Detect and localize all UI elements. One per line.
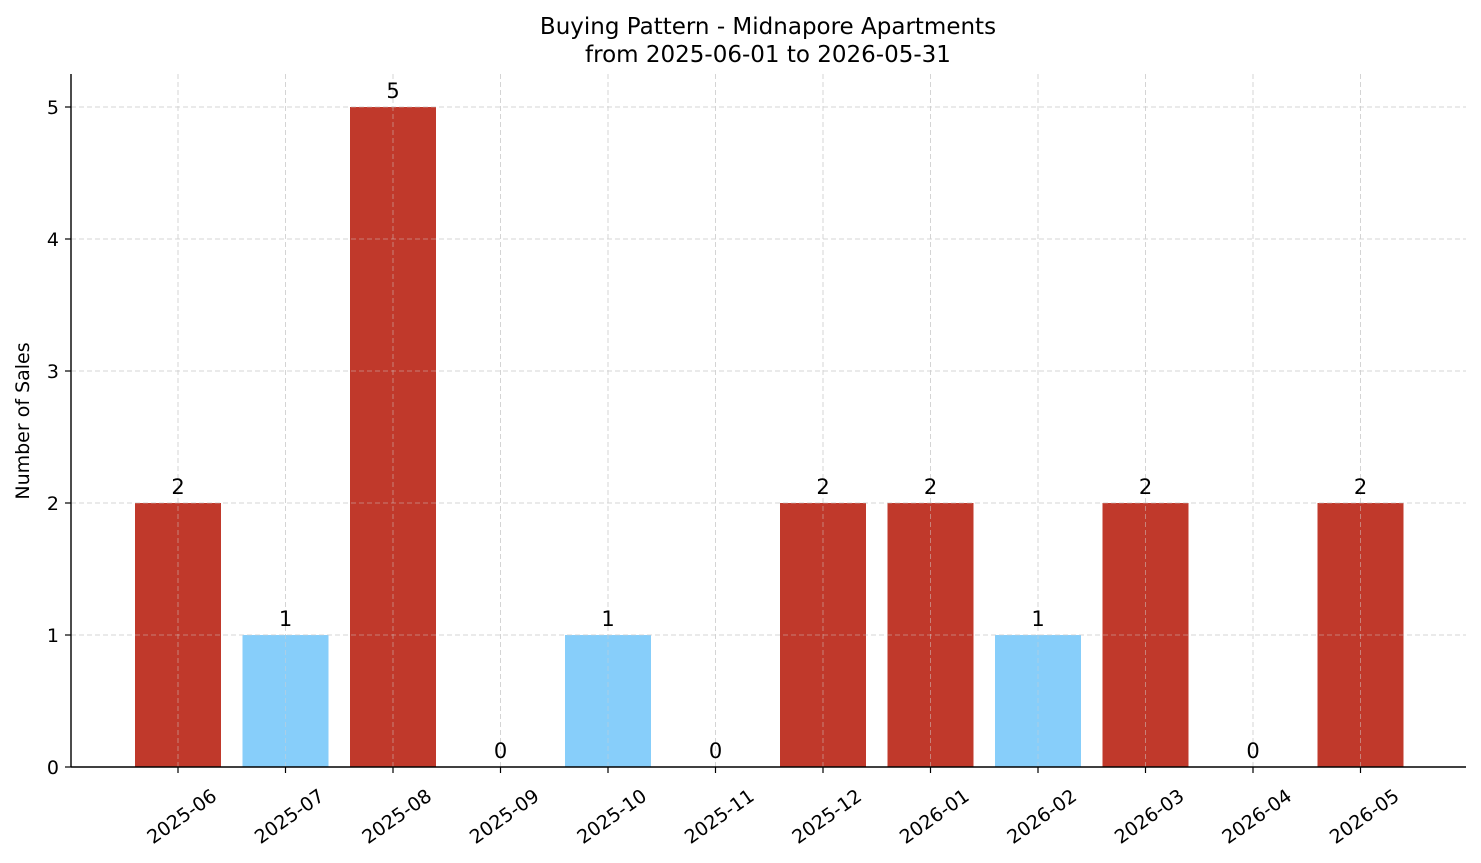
data-label-2026-03: 2 — [1139, 475, 1152, 499]
data-label-2025-12: 2 — [816, 475, 829, 499]
data-label-2025-08: 5 — [386, 79, 399, 103]
x-tick-label-2025-09: 2025-09 — [466, 785, 544, 849]
y-tick-label: 3 — [47, 361, 59, 383]
x-tick-label-2026-04: 2026-04 — [1218, 785, 1296, 849]
y-tick-label: 2 — [47, 493, 59, 515]
y-tick-label: 0 — [47, 757, 59, 779]
x-tick-label-2025-12: 2025-12 — [788, 785, 866, 849]
data-label-2026-05: 2 — [1354, 475, 1367, 499]
data-label-2026-01: 2 — [924, 475, 937, 499]
x-tick-label-2025-06: 2025-06 — [143, 785, 221, 849]
x-tick-label-2025-07: 2025-07 — [251, 785, 329, 849]
x-tick-label-2025-11: 2025-11 — [681, 785, 759, 849]
y-tick-label: 4 — [47, 229, 59, 251]
data-label-2026-04: 0 — [1246, 739, 1259, 763]
data-label-2025-10: 1 — [601, 607, 614, 631]
y-tick-label: 1 — [47, 625, 59, 647]
x-tick-label-2026-05: 2026-05 — [1326, 785, 1404, 849]
y-tick-label: 5 — [47, 97, 59, 119]
data-label-2026-02: 1 — [1031, 607, 1044, 631]
x-tick-label-2025-08: 2025-08 — [358, 785, 436, 849]
data-label-2025-07: 1 — [279, 607, 292, 631]
chart-title-line-2: from 2025-06-01 to 2026-05-31 — [585, 42, 951, 68]
data-label-2025-11: 0 — [709, 739, 722, 763]
y-axis-title: Number of Sales — [12, 342, 34, 499]
x-tick-label-2026-01: 2026-01 — [896, 785, 974, 849]
x-tick-label-2026-02: 2026-02 — [1003, 785, 1081, 849]
bars-layer — [71, 74, 1466, 767]
x-tick-label-2026-03: 2026-03 — [1111, 785, 1189, 849]
x-tick-label-2025-10: 2025-10 — [573, 785, 651, 849]
chart-title-line-1: Buying Pattern - Midnapore Apartments — [540, 14, 996, 40]
data-label-2025-09: 0 — [494, 739, 507, 763]
data-label-2025-06: 2 — [171, 475, 184, 499]
data-labels-layer: 2 1 5 0 1 0 2 2 1 2 0 2 — [171, 79, 1367, 763]
